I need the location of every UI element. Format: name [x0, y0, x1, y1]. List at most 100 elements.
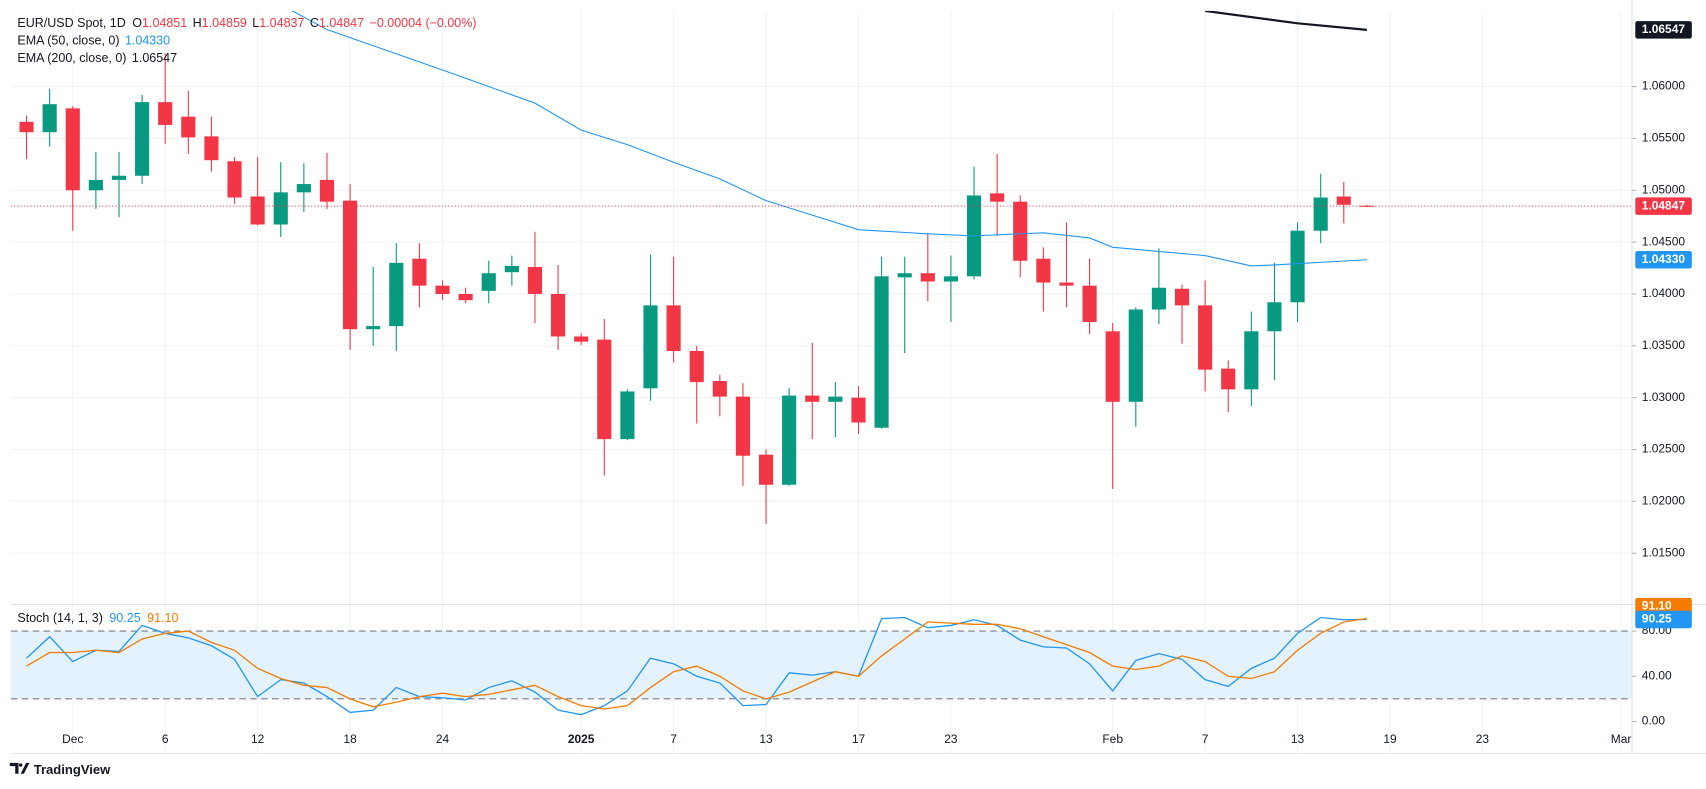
- x-tick-label: 17: [852, 732, 866, 746]
- candle-body: [805, 395, 820, 402]
- y-tick-label: 1.06000: [1642, 79, 1686, 93]
- legend-line: EMA (200, close, 0) 1.06547: [17, 51, 177, 65]
- legend-text: H: [193, 16, 202, 30]
- candle-body: [1174, 288, 1190, 306]
- legend-text: 90.25: [109, 612, 140, 626]
- x-tick-label: 18: [343, 732, 357, 746]
- legend-text: 1.06547: [132, 51, 177, 65]
- candle-body: [643, 305, 658, 389]
- x-tick-label: 7: [1202, 732, 1209, 746]
- candle-body: [227, 161, 242, 198]
- x-tick-label: Mar: [1611, 732, 1632, 746]
- candle-body: [1036, 258, 1051, 283]
- x-tick-label: 2025: [568, 732, 595, 746]
- x-tick-label: 6: [162, 732, 169, 746]
- x-tick-label: 13: [1291, 732, 1305, 746]
- legend-text: 1.04837: [259, 16, 304, 30]
- legend-text: −0.00004 (−0.00%): [370, 16, 477, 30]
- candle-body: [1244, 331, 1259, 390]
- candle-body: [1128, 309, 1143, 402]
- candle-body: [1059, 282, 1074, 286]
- candle-body: [1198, 305, 1213, 370]
- candle-body: [620, 391, 635, 440]
- candle-body: [1151, 287, 1166, 310]
- candle-body: [828, 396, 843, 402]
- candle-body: [574, 336, 589, 342]
- candle-body: [782, 395, 797, 485]
- legend-text: C: [310, 16, 319, 30]
- legend-line: EUR/USD Spot, 1D O1.04851 H1.04859 L1.04837…: [17, 16, 476, 30]
- candle-body: [273, 192, 288, 225]
- candle-body: [1082, 285, 1097, 322]
- candle-body: [758, 454, 774, 485]
- stoch-k-badge-bg: [1635, 610, 1692, 629]
- ema-line: [291, 10, 1367, 267]
- stoch-d-badge: 91.10: [1642, 599, 1672, 613]
- candle-body: [1359, 205, 1374, 207]
- y-tick-label: 1.03500: [1642, 338, 1686, 352]
- candle-body: [897, 273, 912, 278]
- ema50-badge: 1.04330: [1642, 252, 1686, 266]
- legend-text: 1.04847: [319, 16, 364, 30]
- legend-text: 1.04851: [142, 16, 187, 30]
- legend-text: Stoch (14, 1, 3): [17, 612, 102, 626]
- candle-body: [666, 305, 681, 351]
- y-tick-label: 1.02000: [1642, 493, 1686, 507]
- candle-body: [712, 381, 727, 397]
- candle-body: [204, 136, 219, 161]
- y-tick-label: 1.03000: [1642, 390, 1686, 404]
- y-tick-label: 1.04000: [1642, 286, 1686, 300]
- candle-body: [42, 104, 57, 133]
- candle-body: [296, 184, 311, 193]
- stoch-band: [10, 631, 1633, 699]
- stoch-k-badge: 90.25: [1642, 612, 1672, 626]
- x-tick-label: 7: [670, 732, 677, 746]
- legend-text: EUR/USD Spot, 1D: [17, 16, 125, 30]
- candle-body: [943, 276, 958, 282]
- candle-body: [389, 262, 404, 327]
- candle-body: [527, 266, 543, 294]
- candle-body: [458, 293, 473, 301]
- ema200-badge-bg: [1635, 21, 1692, 39]
- x-tick-label: 23: [944, 732, 958, 746]
- candle-body: [412, 258, 427, 286]
- price-badge: 1.04847: [1642, 198, 1686, 212]
- candle-body: [19, 121, 34, 133]
- candle-body: [735, 396, 751, 456]
- stoch-line: [26, 616, 1367, 716]
- legend-text: O: [132, 16, 142, 30]
- footer-brand: TradingView: [34, 762, 111, 777]
- ema-line: [1204, 10, 1367, 31]
- candle-body: [1105, 331, 1120, 402]
- y-tick-label: 1.04500: [1642, 234, 1686, 248]
- candle-body: [1336, 196, 1351, 205]
- candle-body: [990, 193, 1005, 202]
- logo: TradingView: [9, 762, 111, 777]
- x-tick-label: 24: [436, 732, 450, 746]
- x-tick-label: Dec: [62, 732, 83, 746]
- x-tick-label: 13: [759, 732, 773, 746]
- x-tick-label: 23: [1476, 732, 1490, 746]
- candle-body: [1221, 368, 1236, 390]
- candle-body: [689, 350, 704, 383]
- candle-body: [158, 102, 173, 125]
- ema50-badge-bg: [1635, 251, 1692, 269]
- candle-body: [343, 200, 358, 330]
- y-tick-label: 0.00: [1642, 714, 1666, 728]
- candle-body: [319, 179, 335, 202]
- legend-line: Stoch (14, 1, 3) 90.25 91.10: [17, 612, 178, 626]
- legend-line: EMA (50, close, 0) 1.04330: [17, 34, 170, 48]
- ema200-badge: 1.06547: [1642, 22, 1686, 36]
- x-tick-label: Feb: [1102, 732, 1123, 746]
- legend-text: 1.04330: [125, 34, 170, 48]
- y-tick-label: 1.05000: [1642, 182, 1686, 196]
- candle-body: [481, 273, 496, 291]
- candle-body: [65, 108, 80, 191]
- legend-text: EMA (200, close, 0): [17, 51, 126, 65]
- stoch-line: [26, 617, 1367, 710]
- y-tick-label: 1.02500: [1642, 442, 1686, 456]
- candle-body: [135, 102, 150, 176]
- legend-text: 91.10: [147, 612, 178, 626]
